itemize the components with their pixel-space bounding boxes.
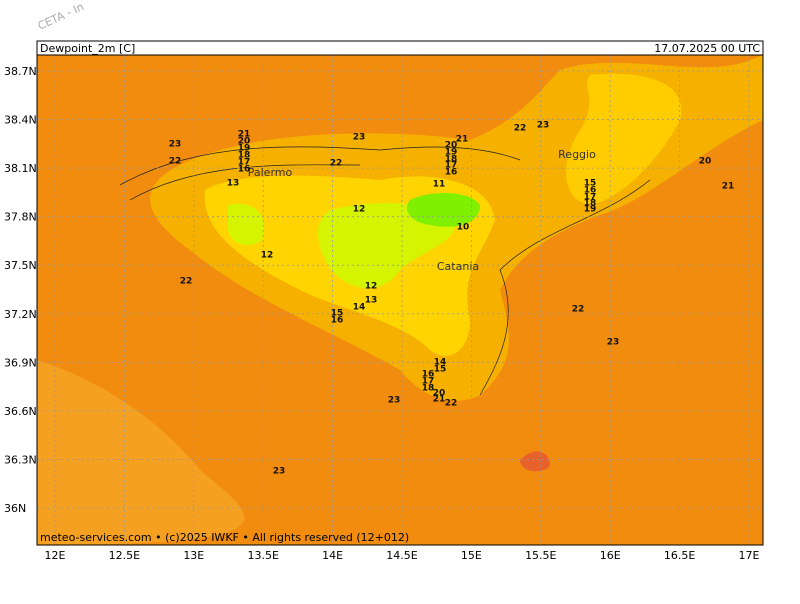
lat-label: 38.4N xyxy=(4,114,37,127)
lat-label: 38.7N xyxy=(4,65,37,78)
contour-label: 20 xyxy=(445,141,458,151)
place-name: Palermo xyxy=(248,166,293,179)
watermark: CETA - In xyxy=(36,0,86,33)
lon-label: 14E xyxy=(322,549,343,562)
contour-label: 21 xyxy=(456,135,469,145)
lon-label: 13.5E xyxy=(247,549,278,562)
contour-label: 23 xyxy=(169,140,182,150)
contour-label: 17 xyxy=(422,377,435,387)
contour-label: 16 xyxy=(584,186,597,196)
contour-label: 22 xyxy=(572,305,585,315)
lon-label: 14.5E xyxy=(386,549,417,562)
contour-label: 19 xyxy=(445,148,458,158)
contour-label: 16 xyxy=(422,370,435,380)
contour-label: 11 xyxy=(433,180,446,190)
contour-label: 23 xyxy=(537,121,550,131)
contour-label: 20 xyxy=(433,389,446,399)
place-name: Catania xyxy=(437,260,479,273)
lat-label: 36.3N xyxy=(4,453,37,466)
contour-label: 18 xyxy=(422,384,435,394)
contour-label: 22 xyxy=(169,157,182,167)
contour-label: 12 xyxy=(261,251,274,261)
contour-label: 16 xyxy=(445,168,458,178)
contour-label: 22 xyxy=(330,159,343,169)
lon-label: 12E xyxy=(45,549,66,562)
contour-label: 16 xyxy=(331,316,344,326)
lon-label: 17E xyxy=(739,549,760,562)
place-name: Reggio xyxy=(558,148,596,161)
lat-label: 36.6N xyxy=(4,405,37,418)
lon-label: 15.5E xyxy=(525,549,556,562)
lon-label: 12.5E xyxy=(109,549,140,562)
contour-label: 13 xyxy=(365,296,378,306)
contour-label: 22 xyxy=(514,124,527,134)
contour-label: 14 xyxy=(353,303,366,313)
lat-label: 37.8N xyxy=(4,211,37,224)
contour-label: 19 xyxy=(584,205,597,215)
lon-label: 15E xyxy=(461,549,482,562)
contour-label: 22 xyxy=(180,277,193,287)
contour-label: 18 xyxy=(445,155,458,165)
valid-time: 17.07.2025 00 UTC xyxy=(654,42,760,55)
contour-label: 23 xyxy=(273,467,286,477)
title: Dewpoint_2m [C] xyxy=(40,42,135,55)
contour-label: 23 xyxy=(607,338,620,348)
contour-label: 23 xyxy=(353,133,366,143)
contour-label: 20 xyxy=(699,157,712,167)
contour-label: 21 xyxy=(433,395,446,405)
field xyxy=(37,55,763,545)
lat-label: 36N xyxy=(4,502,26,515)
contour-label: 19 xyxy=(238,144,251,154)
contour-label: 21 xyxy=(238,130,251,140)
footer: meteo-services.com • (c)2025 IWKF • All … xyxy=(40,531,409,544)
contour-label: 18 xyxy=(584,199,597,209)
lat-label: 37.2N xyxy=(4,308,37,321)
contour-label: 17 xyxy=(445,161,458,171)
lat-label: 38.1N xyxy=(4,162,37,175)
contour-label: 15 xyxy=(331,309,344,319)
contour-label: 15 xyxy=(434,365,447,375)
lon-label: 16.5E xyxy=(664,549,695,562)
contour-label: 17 xyxy=(584,193,597,203)
contour-label: 12 xyxy=(365,282,378,292)
contour-label: 13 xyxy=(227,179,240,189)
contour-label: 15 xyxy=(584,179,597,189)
contour-label: 16 xyxy=(238,165,251,175)
contour-label: 23 xyxy=(388,396,401,406)
contour-label: 10 xyxy=(457,223,470,233)
contour-label: 18 xyxy=(238,151,251,161)
grid xyxy=(37,55,763,545)
lon-label: 16E xyxy=(600,549,621,562)
contour-labels: PalermoCataniaReggio23221321201918171623… xyxy=(169,121,735,477)
lon-label: 13E xyxy=(183,549,204,562)
lat-label: 36.9N xyxy=(4,356,37,369)
contour-label: 17 xyxy=(238,158,251,168)
contour-label: 20 xyxy=(238,137,251,147)
contour-label: 14 xyxy=(434,358,447,368)
contour-label: 22 xyxy=(445,399,458,409)
contour-label: 12 xyxy=(353,205,366,215)
frame xyxy=(36,54,764,546)
lat-label: 37.5N xyxy=(4,259,37,272)
contour-label: 21 xyxy=(722,182,735,192)
